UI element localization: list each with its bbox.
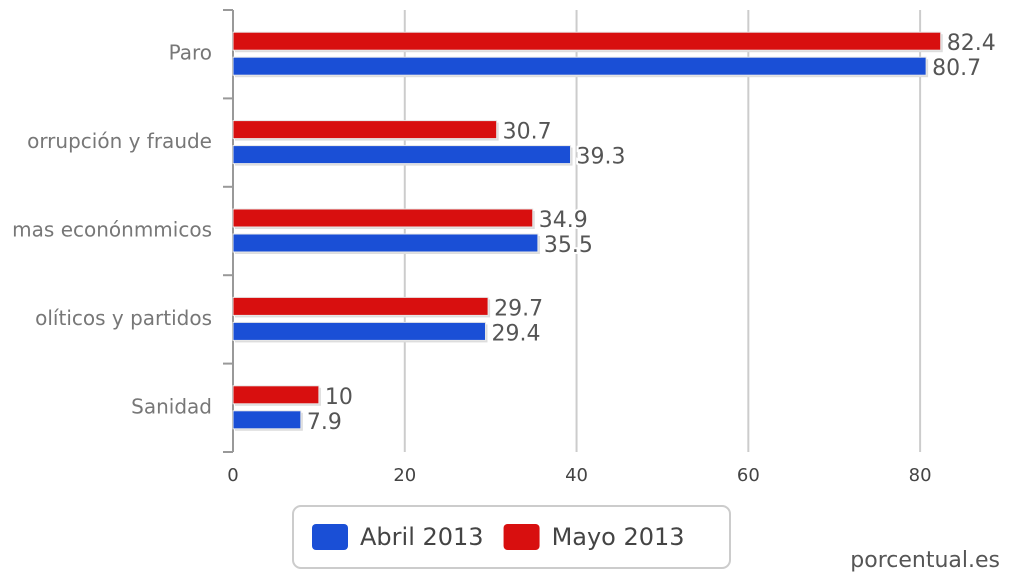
bar: [232, 31, 942, 51]
value-label: 34.9: [539, 208, 588, 233]
bar: [232, 145, 572, 165]
y-tick-label: orrupción y fraude: [27, 129, 212, 153]
value-label: 80.7: [932, 56, 981, 81]
bar: [232, 120, 498, 140]
x-tick-label: 40: [565, 465, 588, 486]
bar: [232, 385, 320, 405]
x-tick-label: 60: [737, 465, 760, 486]
value-label: 30.7: [503, 120, 552, 145]
bar: [232, 208, 534, 228]
legend-label: Mayo 2013: [552, 523, 685, 551]
bar: [232, 410, 302, 430]
legend-swatch: [503, 524, 540, 550]
bar: [232, 321, 487, 341]
value-label: 82.4: [947, 31, 996, 56]
y-tick-label: mas econónmmicos: [12, 218, 212, 242]
bar: [232, 56, 927, 76]
value-label: 35.5: [544, 233, 593, 258]
x-tick-label: 80: [909, 465, 932, 486]
y-tick-label: Sanidad: [131, 394, 212, 418]
source: porcentual.es: [850, 548, 1000, 573]
value-label: 7.9: [307, 410, 342, 435]
y-tick-label: olíticos y partidos: [35, 306, 212, 330]
bar: [232, 233, 539, 253]
legend-label: Abril 2013: [360, 523, 484, 551]
x-tick-label: 0: [227, 465, 238, 486]
value-label: 29.4: [492, 321, 541, 346]
x-tick-label: 20: [393, 465, 416, 486]
value-label: 39.3: [577, 145, 626, 170]
y-tick-label: Paro: [169, 41, 212, 65]
bar: [232, 296, 489, 316]
value-label: 29.7: [494, 296, 543, 321]
value-label: 10: [325, 385, 353, 410]
legend-swatch: [312, 524, 348, 550]
